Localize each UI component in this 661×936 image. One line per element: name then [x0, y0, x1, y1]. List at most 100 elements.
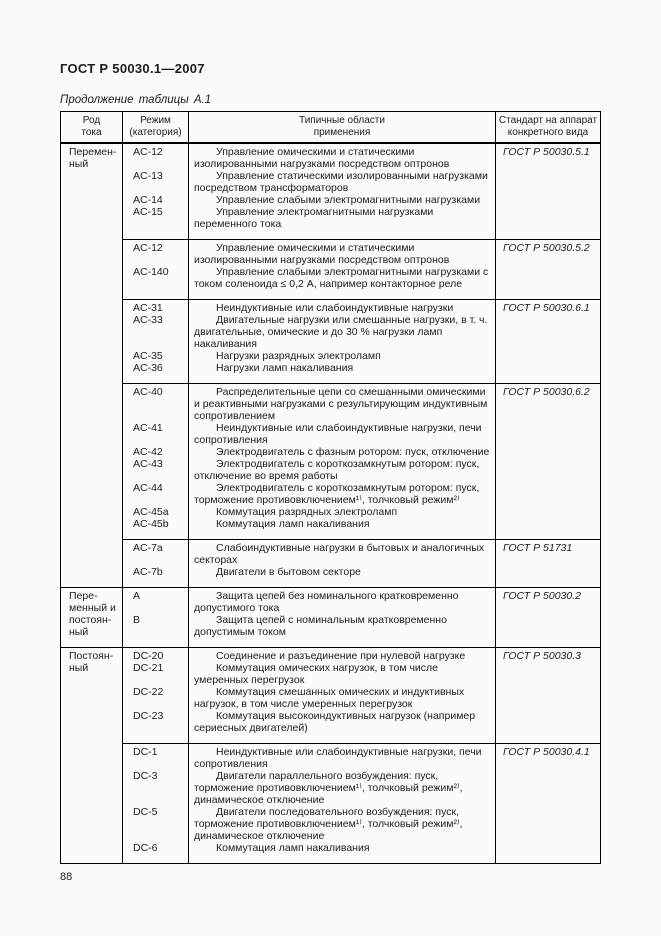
- table-row: AC-43 Электродвигатель с короткозамкнутым…: [61, 458, 601, 482]
- mode-code-cell: DC-22: [122, 686, 189, 710]
- application-cell: Управление статическими изолированными н…: [188, 170, 496, 194]
- current-type-cell: Перемен-ный: [60, 142, 123, 588]
- table-row: AC-12 Управление омическими и статическим…: [61, 239, 601, 300]
- mode-code-cell: AC-44: [122, 482, 189, 506]
- table-row: DC-5 Двигатели последовательного возбужде…: [61, 806, 601, 842]
- mode-code-cell: AC-12: [122, 239, 189, 266]
- table-row: AC-15 Управление электромагнитными нагруз…: [61, 206, 601, 240]
- table-row: AC-31 Неиндуктивные или слабоиндуктивные …: [61, 299, 601, 384]
- table-row: AC-35 Нагрузки разрядных электроламп: [61, 350, 601, 362]
- table-row: AC-36 Нагрузки ламп накаливания: [61, 362, 601, 384]
- mode-code-cell: AC-33: [122, 314, 189, 350]
- mode-code-cell: AC-42: [122, 446, 189, 458]
- application-cell: Коммутация разрядных электроламп: [188, 506, 496, 518]
- application-cell: Коммутация смешанных омических и индукти…: [188, 686, 496, 710]
- application-cell: Коммутация омических нагрузок, в том чис…: [188, 662, 496, 686]
- table-row: Постоян-ный DC-20 Соединение и разъединени…: [60, 647, 601, 864]
- table-row: AC-41 Неиндуктивные или слабоиндуктивные …: [61, 422, 601, 446]
- application-cell: Двигательные нагрузки или смешанные нагр…: [188, 314, 496, 350]
- table-row: AC-33 Двигательные нагрузки или смешанные…: [61, 314, 601, 350]
- application-cell: Управление омическими и статическими изо…: [188, 239, 496, 266]
- application-cell: Защита цепей с номинальным кратковременн…: [188, 614, 496, 648]
- header-row: Род тока Режим (категория) Типичные обла…: [60, 111, 601, 144]
- mode-code-cell: AC-43: [122, 458, 189, 482]
- current-type-cell: Пере-менный и постоян-ный: [60, 587, 123, 648]
- standard-cell: ГОСТ Р 50030.4.1: [495, 743, 601, 864]
- mode-code-cell: A: [122, 587, 189, 614]
- table-row: DC-23 Коммутация высокоиндуктивных нагруз…: [61, 710, 601, 744]
- mode-code-cell: AC-14: [122, 194, 189, 206]
- page-number: 88: [60, 871, 73, 883]
- application-cell: Электродвигатель с фазным ротором: пуск,…: [188, 446, 496, 458]
- standard-cell: ГОСТ Р 50030.2: [495, 587, 601, 648]
- mode-code-cell: AC-12: [122, 142, 189, 170]
- table-row: AC-7b Двигатели в бытовом секторе: [61, 566, 601, 588]
- mode-code-cell: AC-13: [122, 170, 189, 194]
- table-row: Перемен-ный AC-12 Управление омическими и …: [60, 142, 601, 588]
- mode-code-cell: DC-21: [122, 662, 189, 686]
- application-cell: Слабоиндуктивные нагрузки в бытовых и ан…: [188, 539, 496, 566]
- mode-code-cell: AC-35: [122, 350, 189, 362]
- application-cell: Защита цепей без номинального кратковрем…: [188, 587, 496, 614]
- table-body: Перемен-ный AC-12 Управление омическими и …: [60, 142, 601, 864]
- standard-cell: ГОСТ Р 51731: [495, 539, 601, 588]
- document-code: ГОСТ Р 50030.1—2007: [60, 61, 205, 76]
- table-row: AC-40 Распределительные цепи со смешанным…: [61, 383, 601, 540]
- mode-code-cell: DC-1: [122, 743, 189, 770]
- table-row: AC-45a Коммутация разрядных электроламп: [61, 506, 601, 518]
- mode-code-cell: AC-7a: [122, 539, 189, 566]
- table-row: DC-1 Неиндуктивные или слабоиндуктивные н…: [61, 743, 601, 864]
- table-row: AC-7a Слабоиндуктивные нагрузки в бытовых…: [61, 539, 601, 588]
- mode-code-cell: DC-5: [122, 806, 189, 842]
- application-cell: Коммутация ламп накаливания: [188, 518, 496, 540]
- application-cell: Электродвигатель с короткозамкнутым рото…: [188, 482, 496, 506]
- application-cell: Двигатели последовательного возбуждения:…: [188, 806, 496, 842]
- application-cell: Нагрузки ламп накаливания: [188, 362, 496, 384]
- standard-cell: ГОСТ Р 50030.5.2: [495, 239, 601, 300]
- application-cell: Распределительные цепи со смешанными оми…: [188, 383, 496, 422]
- mode-code-cell: B: [122, 614, 189, 648]
- table-row: DC-3 Двигатели параллельного возбуждения:…: [61, 770, 601, 806]
- mode-code-cell: AC-41: [122, 422, 189, 446]
- application-cell: Управление слабыми электромагнитными наг…: [188, 194, 496, 206]
- application-cell: Двигатели в бытовом секторе: [188, 566, 496, 588]
- table-row: AC-42 Электродвигатель с фазным ротором: …: [61, 446, 601, 458]
- mode-code-cell: DC-20: [122, 647, 189, 662]
- application-cell: Коммутация высокоиндуктивных нагрузок (н…: [188, 710, 496, 744]
- col-header-category: Режим (категория): [122, 111, 189, 144]
- col-header-current-type: Род тока: [60, 111, 123, 144]
- table-row: AC-13 Управление статическими изолированн…: [61, 170, 601, 194]
- application-cell: Неиндуктивные или слабоиндуктивные нагру…: [188, 299, 496, 314]
- mode-code-cell: DC-6: [122, 842, 189, 864]
- mode-code-cell: AC-36: [122, 362, 189, 384]
- standard-cell: ГОСТ Р 50030.5.1: [495, 142, 601, 240]
- table-row: B Защита цепей с номинальным кратковремен…: [61, 614, 601, 648]
- mode-code-cell: DC-3: [122, 770, 189, 806]
- standard-cell: ГОСТ Р 50030.6.2: [495, 383, 601, 540]
- standard-cell: ГОСТ Р 50030.6.1: [495, 299, 601, 384]
- application-cell: Двигатели параллельного возбуждения: пус…: [188, 770, 496, 806]
- mode-code-cell: AC-7b: [122, 566, 189, 588]
- application-cell: Неиндуктивные или слабоиндуктивные нагру…: [188, 422, 496, 446]
- current-type-cell: Постоян-ный: [60, 647, 123, 864]
- table-row: AC-14 Управление слабыми электромагнитным…: [61, 194, 601, 206]
- application-cell: Электродвигатель с короткозамкнутым рото…: [188, 458, 496, 482]
- application-cell: Управление слабыми электромагнитными наг…: [188, 266, 496, 300]
- table-row: DC-22 Коммутация смешанных омических и ин…: [61, 686, 601, 710]
- application-cell: Управление электромагнитными нагрузками …: [188, 206, 496, 240]
- mode-code-cell: AC-40: [122, 383, 189, 422]
- mode-code-cell: AC-140: [122, 266, 189, 300]
- table-caption: Продолжение таблицы А.1: [60, 94, 212, 106]
- table-row: Пере-менный и постоян-ный A Защита цепей б…: [60, 587, 601, 648]
- application-cell: Коммутация ламп накаливания: [188, 842, 496, 864]
- table-row: AC-45b Коммутация ламп накаливания: [61, 518, 601, 540]
- table-row: DC-21 Коммутация омических нагрузок, в то…: [61, 662, 601, 686]
- application-cell: Управление омическими и статическими изо…: [188, 142, 496, 170]
- table-row: DC-6 Коммутация ламп накаливания: [61, 842, 601, 864]
- col-header-applications: Типичные области применения: [188, 111, 496, 144]
- mode-code-cell: AC-15: [122, 206, 189, 240]
- mode-code-cell: AC-45a: [122, 506, 189, 518]
- main-table: Род тока Режим (категория) Типичные обла…: [60, 111, 601, 864]
- table-row: AC-140 Управление слабыми электромагнитны…: [61, 266, 601, 300]
